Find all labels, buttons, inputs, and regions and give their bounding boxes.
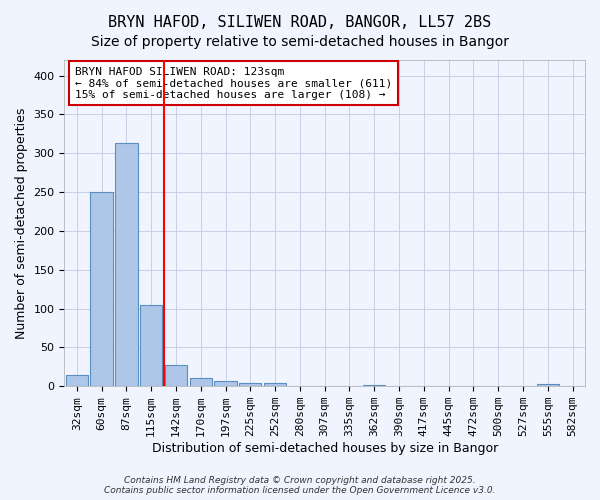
Bar [65, 374, 88, 386]
Text: BRYN HAFOD, SILIWEN ROAD, BANGOR, LL57 2BS: BRYN HAFOD, SILIWEN ROAD, BANGOR, LL57 2… [109, 15, 491, 30]
Bar [536, 384, 559, 386]
Bar [165, 366, 187, 386]
Bar [264, 383, 286, 386]
Bar [214, 381, 236, 386]
Bar [140, 304, 163, 386]
Text: BRYN HAFOD SILIWEN ROAD: 123sqm
← 84% of semi-detached houses are smaller (611)
: BRYN HAFOD SILIWEN ROAD: 123sqm ← 84% of… [75, 66, 392, 100]
Bar [239, 383, 262, 386]
Bar [115, 143, 137, 386]
Bar [91, 192, 113, 386]
Y-axis label: Number of semi-detached properties: Number of semi-detached properties [15, 108, 28, 339]
Bar [363, 384, 385, 386]
Text: Size of property relative to semi-detached houses in Bangor: Size of property relative to semi-detach… [91, 35, 509, 49]
X-axis label: Distribution of semi-detached houses by size in Bangor: Distribution of semi-detached houses by … [152, 442, 498, 455]
Text: Contains HM Land Registry data © Crown copyright and database right 2025.
Contai: Contains HM Land Registry data © Crown c… [104, 476, 496, 495]
Bar [190, 378, 212, 386]
